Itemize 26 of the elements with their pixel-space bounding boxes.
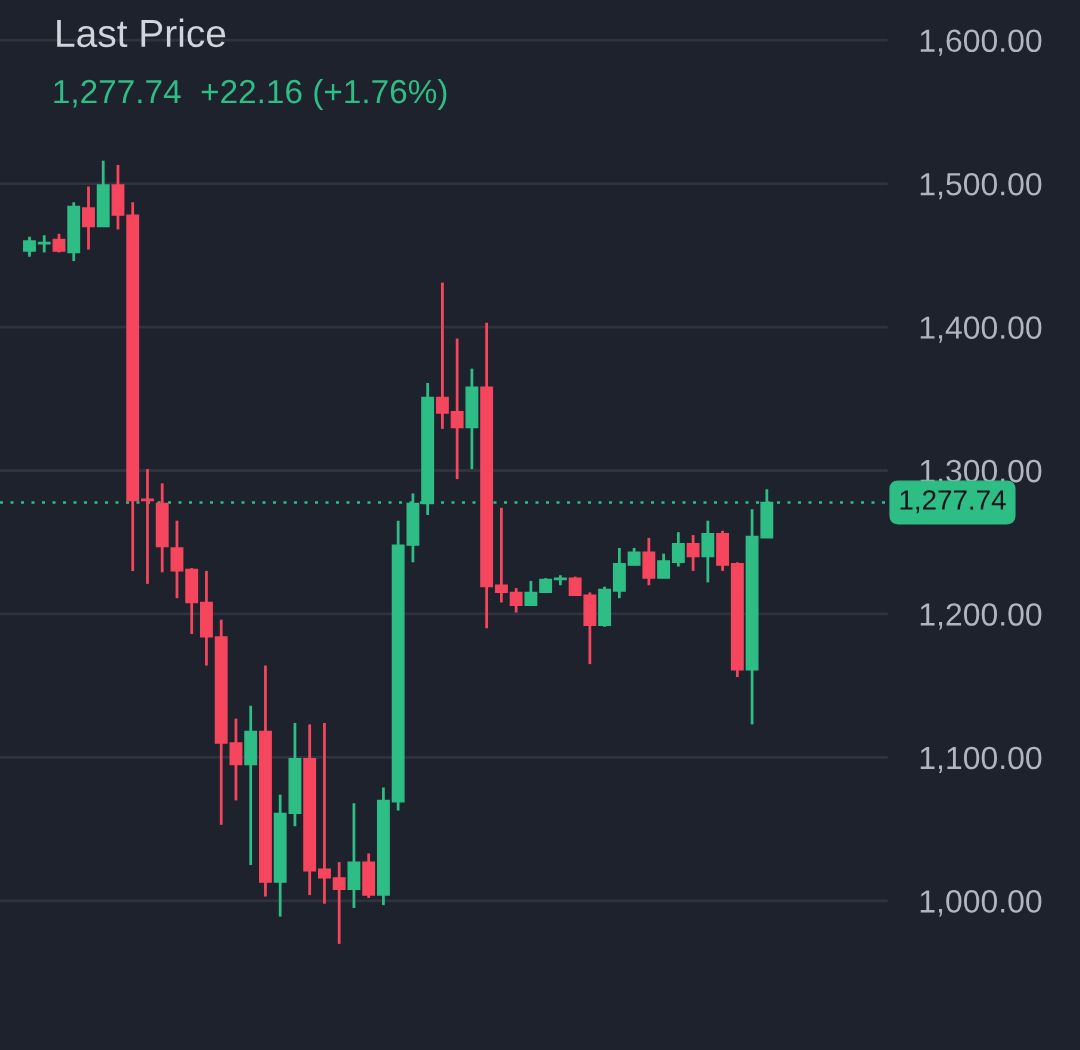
candlestick [671,530,685,568]
ref-line-label: 1,277.74 [900,490,1006,514]
text: 1,277.74 +22.16 (+1.76%) [54,78,447,111]
candlestick [657,552,671,580]
candlestick [435,281,449,431]
candlestick [229,717,243,802]
y-tick-label: 1,000.00 [920,890,1042,917]
candlestick [332,860,346,946]
y-tick-label: 1,500.00 [920,172,1042,200]
candlestick [450,337,464,481]
candlestick [82,185,95,251]
y-tick-label: 1,200.00 [920,603,1042,630]
candlestick [509,586,523,614]
candlestick [494,506,508,604]
candlestick [23,235,36,259]
candlestick [524,579,538,607]
y-tick-label: 1,400.00 [920,316,1042,343]
candlestick [170,519,184,600]
candlestick [141,467,154,586]
candlestick [686,533,700,573]
chart-title: Last Price [57,18,226,48]
y-tick-label: 1,300.00 [920,459,1042,487]
y-tick-label: 1,600.00 [920,29,1042,56]
candlestick [701,519,715,584]
y-tick-label: 1,100.00 [920,746,1042,774]
candlestick [317,721,331,906]
